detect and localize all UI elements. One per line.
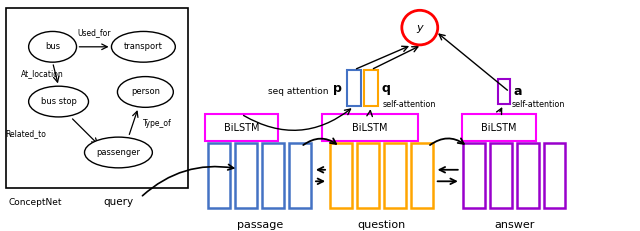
Bar	[384, 143, 406, 208]
Bar	[330, 143, 352, 208]
Text: Type_of: Type_of	[143, 119, 172, 128]
Text: bus: bus	[45, 42, 60, 51]
Bar	[461, 114, 536, 141]
Bar	[490, 143, 511, 208]
Bar	[6, 8, 188, 188]
Bar	[262, 143, 284, 208]
Text: bus stop: bus stop	[40, 97, 77, 106]
Ellipse shape	[84, 137, 152, 168]
Bar	[411, 143, 433, 208]
Ellipse shape	[29, 86, 88, 117]
Text: q: q	[382, 82, 391, 95]
Text: answer: answer	[494, 220, 534, 230]
Text: BiLSTM: BiLSTM	[352, 122, 388, 133]
Ellipse shape	[118, 77, 173, 107]
Text: question: question	[357, 220, 406, 230]
Text: a: a	[513, 85, 522, 98]
Text: BiLSTM: BiLSTM	[481, 122, 516, 133]
Text: ConceptNet: ConceptNet	[9, 198, 62, 207]
Text: query: query	[104, 197, 134, 207]
Bar	[235, 143, 257, 208]
Bar	[498, 79, 509, 104]
Text: Related_to: Related_to	[6, 129, 47, 138]
Bar	[347, 70, 361, 106]
Text: y: y	[417, 23, 423, 33]
Text: seq attention: seq attention	[268, 88, 328, 97]
Text: p: p	[333, 82, 342, 95]
Bar	[208, 143, 230, 208]
Text: BiLSTM: BiLSTM	[224, 122, 259, 133]
Bar	[205, 114, 278, 141]
Text: passage: passage	[237, 220, 283, 230]
Bar	[364, 70, 378, 106]
Bar	[543, 143, 566, 208]
Text: self-attention: self-attention	[383, 100, 436, 109]
Text: passenger: passenger	[97, 148, 140, 157]
Bar	[516, 143, 538, 208]
Text: person: person	[131, 88, 160, 97]
Text: At_location: At_location	[20, 69, 63, 78]
Bar	[357, 143, 379, 208]
Ellipse shape	[111, 31, 175, 62]
Bar	[289, 143, 311, 208]
Bar	[322, 114, 418, 141]
Ellipse shape	[29, 31, 77, 62]
Text: transport: transport	[124, 42, 163, 51]
Text: Used_for: Used_for	[77, 28, 111, 37]
Bar	[463, 143, 484, 208]
Text: self-attention: self-attention	[511, 100, 565, 109]
